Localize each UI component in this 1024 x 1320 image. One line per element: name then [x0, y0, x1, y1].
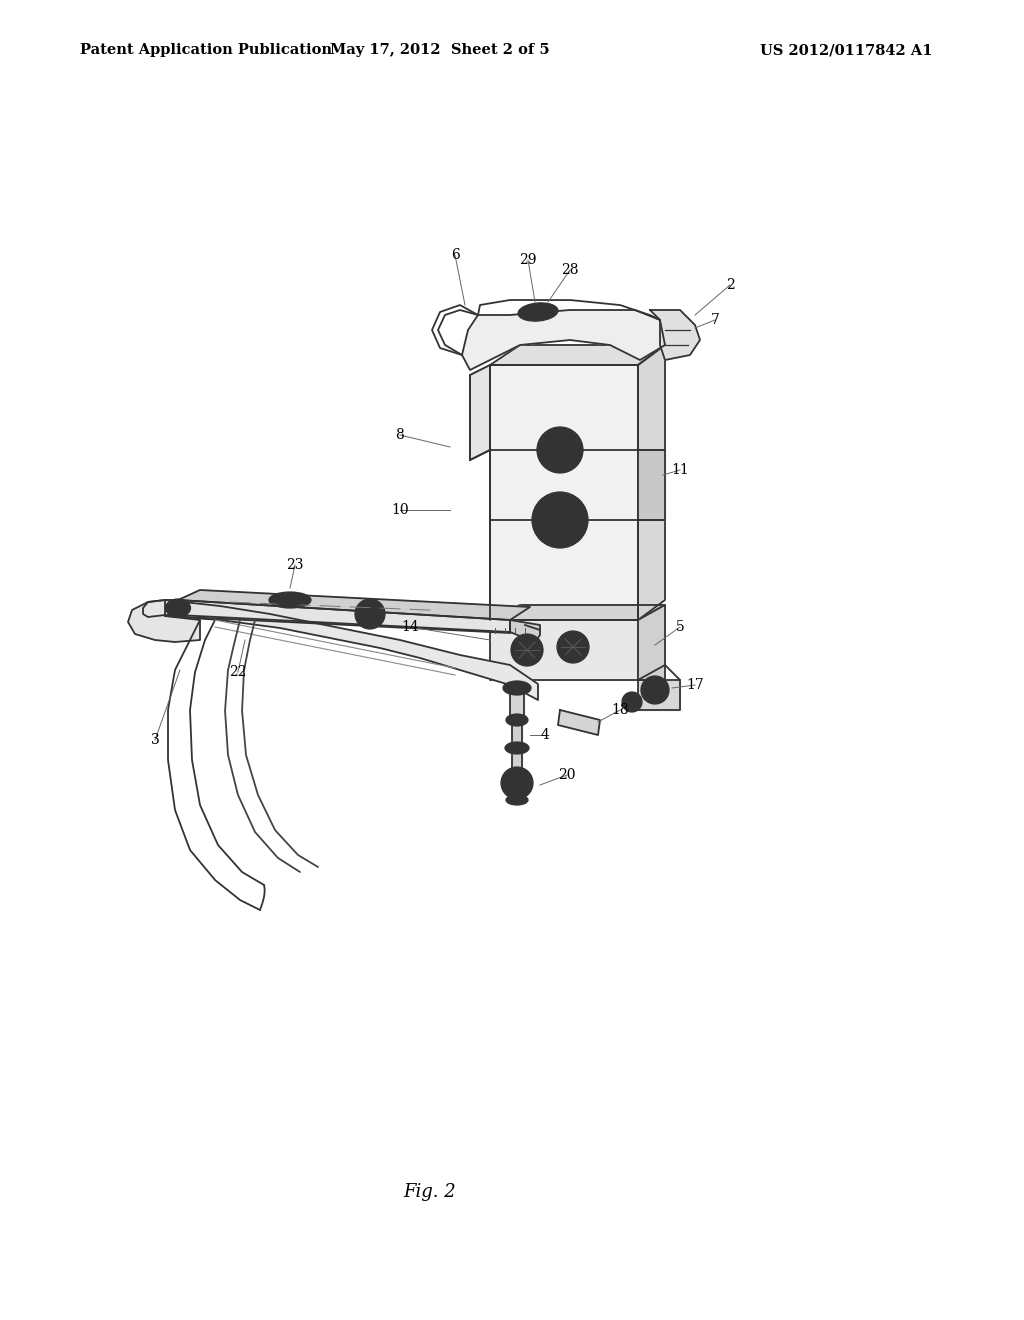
Text: Fig. 2: Fig. 2 [403, 1183, 457, 1201]
Text: 29: 29 [519, 253, 537, 267]
Text: 2: 2 [726, 279, 734, 292]
Polygon shape [638, 345, 665, 620]
Text: May 17, 2012  Sheet 2 of 5: May 17, 2012 Sheet 2 of 5 [330, 44, 550, 57]
Text: 10: 10 [391, 503, 409, 517]
Text: 14: 14 [401, 620, 419, 634]
Ellipse shape [505, 742, 529, 754]
Polygon shape [638, 605, 665, 680]
Text: 5: 5 [676, 620, 684, 634]
Text: 11: 11 [671, 463, 689, 477]
Text: 8: 8 [395, 428, 404, 442]
Polygon shape [470, 366, 490, 459]
Text: 28: 28 [561, 263, 579, 277]
Polygon shape [490, 605, 665, 620]
Ellipse shape [166, 599, 190, 616]
Circle shape [537, 426, 583, 473]
Polygon shape [638, 450, 665, 520]
Polygon shape [462, 310, 665, 370]
Text: 17: 17 [686, 678, 703, 692]
Polygon shape [490, 366, 638, 620]
Text: 3: 3 [151, 733, 160, 747]
Polygon shape [512, 748, 522, 775]
Text: Patent Application Publication: Patent Application Publication [80, 44, 332, 57]
Circle shape [501, 767, 534, 799]
Text: 6: 6 [451, 248, 460, 261]
Text: 18: 18 [611, 704, 629, 717]
Circle shape [622, 692, 642, 711]
Polygon shape [178, 590, 530, 620]
Polygon shape [558, 710, 600, 735]
Polygon shape [650, 310, 700, 360]
Polygon shape [638, 605, 665, 680]
Polygon shape [510, 688, 524, 719]
Text: 20: 20 [558, 768, 575, 781]
Ellipse shape [273, 595, 307, 605]
Polygon shape [490, 620, 638, 680]
Polygon shape [512, 719, 522, 748]
Text: 22: 22 [229, 665, 247, 678]
Polygon shape [165, 601, 538, 700]
Ellipse shape [269, 591, 311, 609]
Polygon shape [178, 601, 510, 632]
Ellipse shape [503, 681, 531, 696]
Circle shape [641, 676, 669, 704]
Text: 23: 23 [287, 558, 304, 572]
Polygon shape [638, 680, 680, 710]
Circle shape [532, 492, 588, 548]
Polygon shape [510, 620, 540, 642]
Circle shape [557, 631, 589, 663]
Ellipse shape [506, 714, 528, 726]
Polygon shape [128, 601, 200, 642]
Polygon shape [490, 345, 665, 366]
Circle shape [355, 599, 385, 630]
Text: 7: 7 [711, 313, 720, 327]
Ellipse shape [518, 302, 558, 321]
Ellipse shape [523, 306, 553, 318]
Circle shape [511, 634, 543, 667]
Ellipse shape [506, 795, 528, 805]
Text: 4: 4 [541, 729, 550, 742]
Text: US 2012/0117842 A1: US 2012/0117842 A1 [760, 44, 933, 57]
